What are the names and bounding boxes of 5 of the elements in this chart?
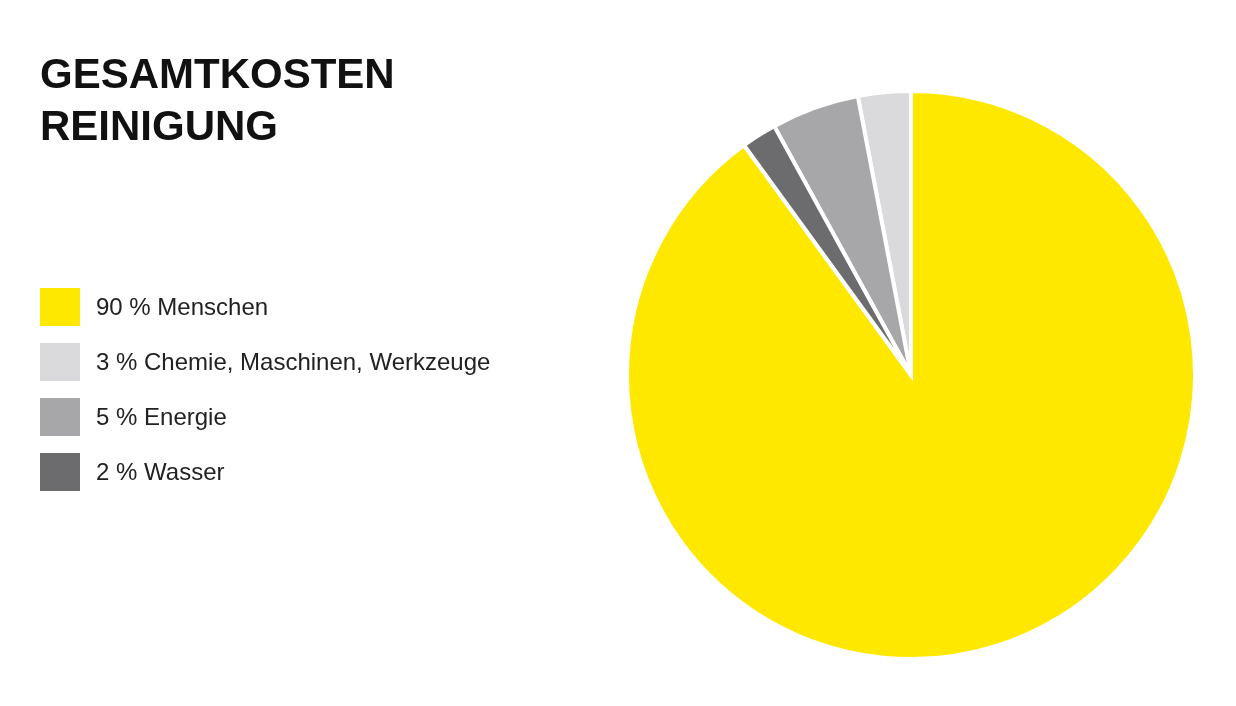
legend-label: 5 % Energie (96, 403, 227, 430)
legend-label: 2 % Wasser (96, 458, 225, 485)
legend-label: 90 % Menschen (96, 293, 269, 320)
chart-title: GESAMTKOSTEN REINIGUNG (40, 49, 395, 151)
legend-label: 3 % Chemie, Maschinen, Werkzeuge (96, 348, 491, 375)
